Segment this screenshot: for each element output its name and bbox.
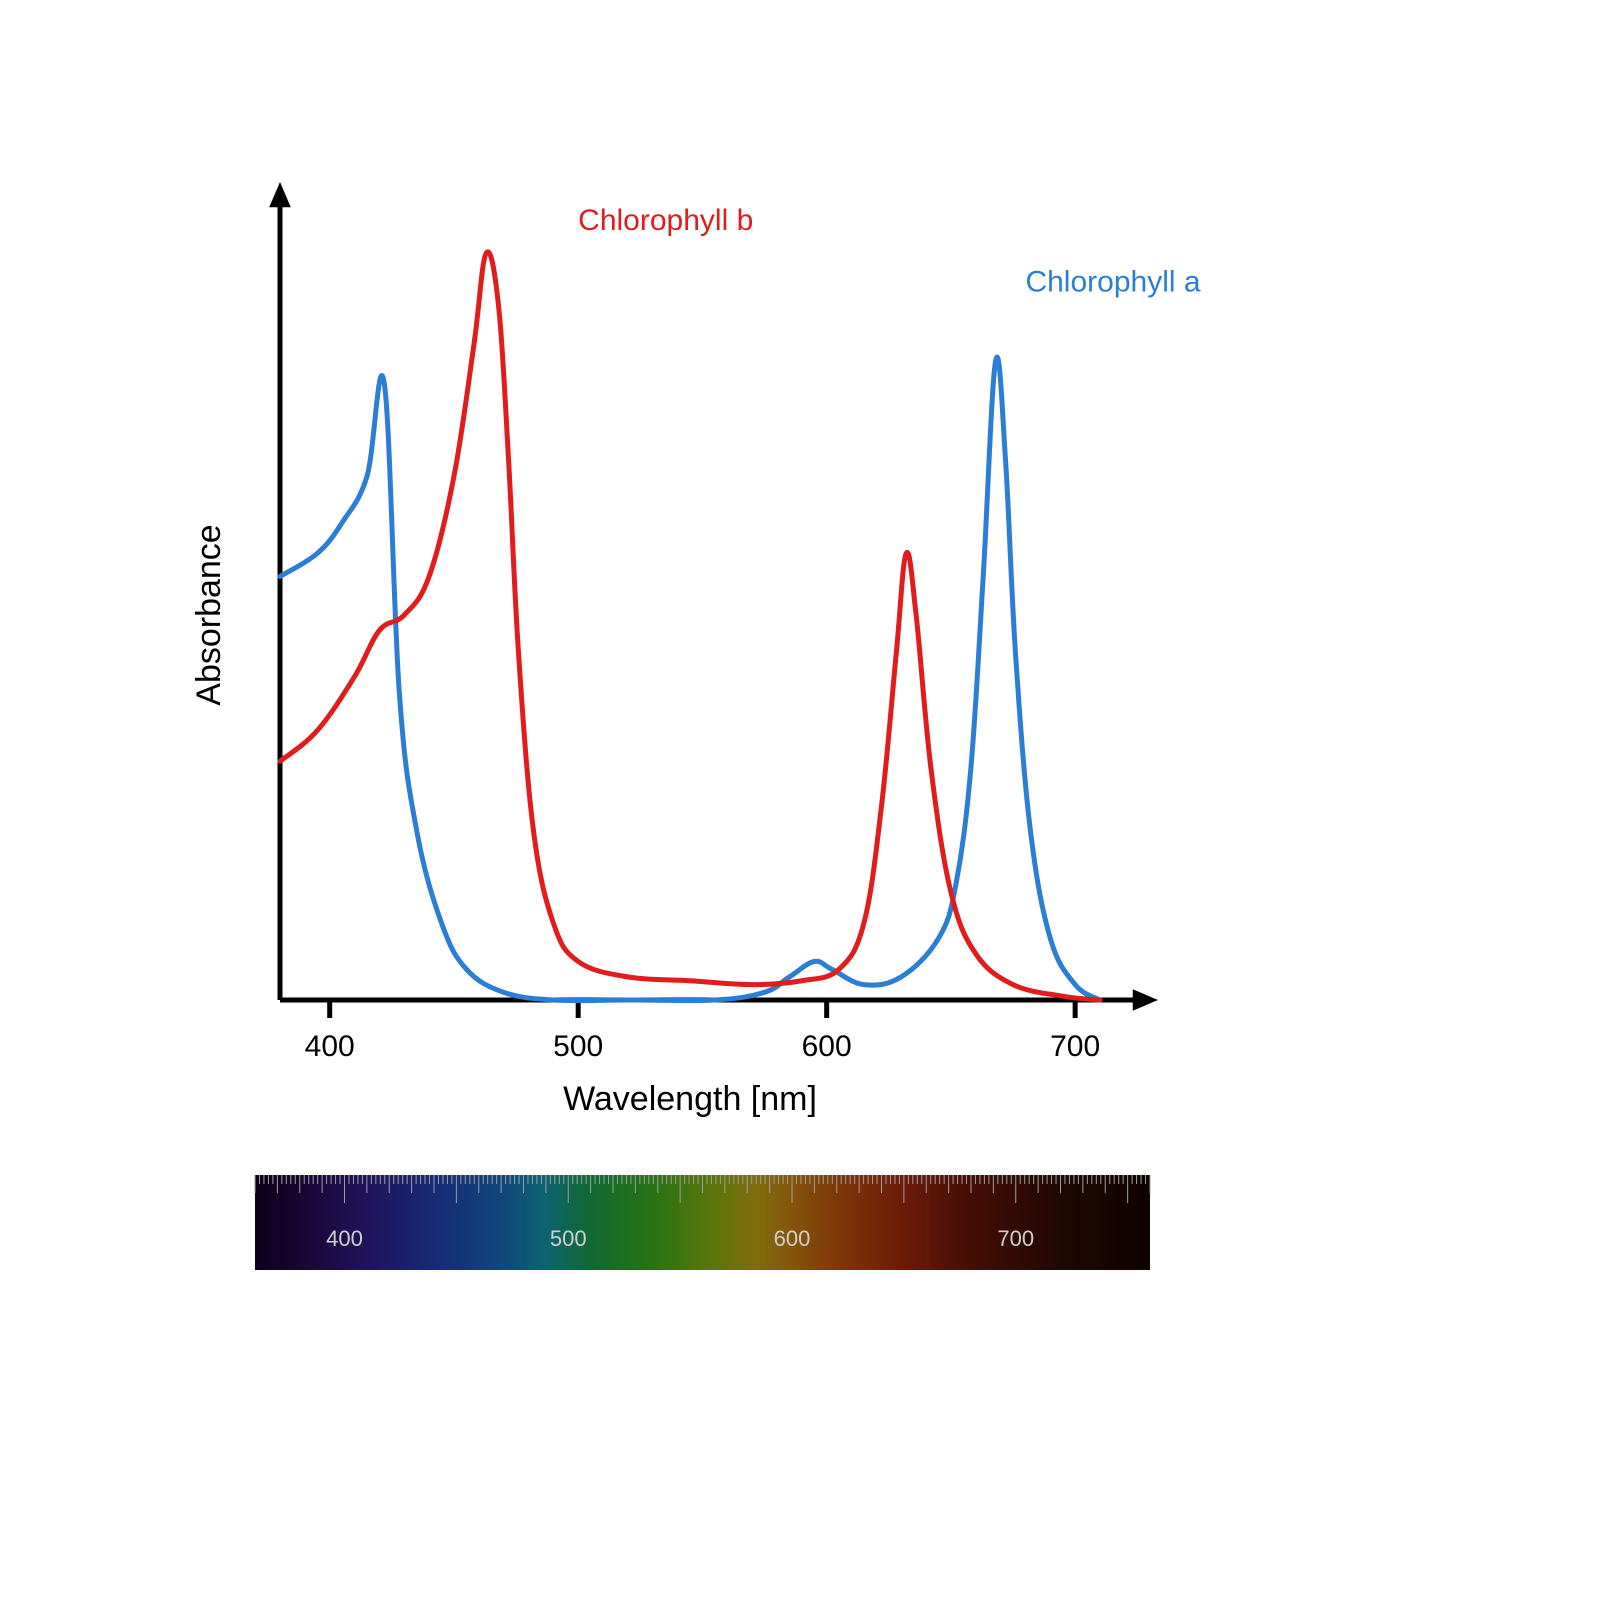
spectrum-tick-label: 600 [774,1226,811,1251]
spectrum-tick-label: 500 [550,1226,587,1251]
absorbance-chart: 400 500 600 700 Wavelength [nm] Absorbance Chl… [0,0,1600,1600]
x-tick-label: 500 [553,1030,603,1063]
spectrum-tick-label: 700 [997,1226,1034,1251]
x-axis-label: Wavelength [nm] [563,1080,817,1118]
spectrum-bar: 400 500 600 700 [255,1175,1150,1270]
y-axis-label: Absorbance [190,524,228,705]
series-label-chlorophyll_b: Chlorophyll b [578,204,753,237]
x-tick-label: 400 [305,1030,355,1063]
x-tick-label: 600 [802,1030,852,1063]
series-label-chlorophyll_a: Chlorophyll a [1025,266,1200,299]
spectrum-tick-label: 400 [326,1226,363,1251]
x-tick-label: 700 [1050,1030,1100,1063]
